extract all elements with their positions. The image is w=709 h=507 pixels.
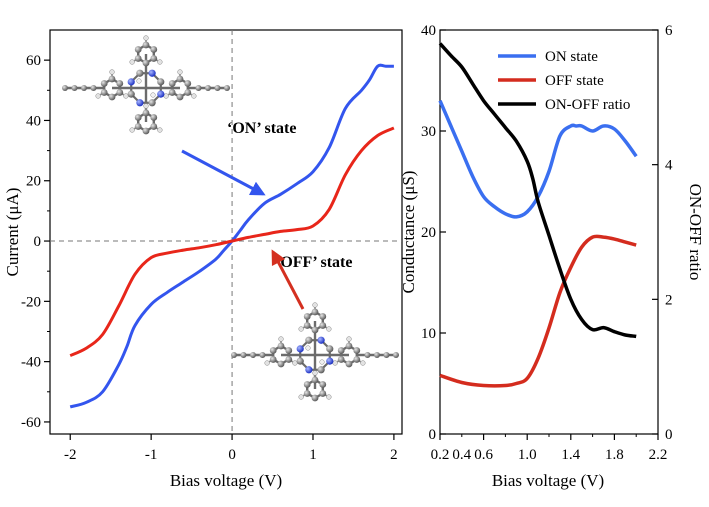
left-y-tick-label: -60 [21, 415, 41, 431]
molecule-atoms [231, 302, 399, 402]
left-y-tick-label: 40 [26, 113, 41, 129]
right-y-axis-title-left: Conductance (μS) [399, 171, 418, 294]
left-y-tick-label: 60 [26, 53, 41, 69]
off-state-annotation: ‘OFF’ state [275, 254, 352, 271]
molecule-on-state [62, 35, 230, 135]
left-y-tick-label: -40 [21, 355, 41, 371]
left-x-tick-label: 2 [390, 447, 398, 463]
right-left-y-tick-label: 20 [421, 225, 436, 241]
right-left-y-tick-label: 30 [421, 124, 436, 140]
series-line-on-off-ratio [438, 42, 637, 339]
right-left-y-tick-label: 0 [429, 427, 437, 443]
left-x-tick-label: -2 [64, 447, 77, 463]
left-plot-frame [49, 29, 403, 435]
off-state-arrow [271, 249, 305, 310]
left-x-tick-label: -1 [145, 447, 158, 463]
right-x-tick-label: 1.0 [518, 447, 537, 463]
right-x-tick-label: 0.6 [474, 447, 493, 463]
right-left-y-tick-label: 10 [421, 326, 436, 342]
molecule-off-state [231, 302, 399, 402]
right-series-lines [438, 42, 638, 388]
right-x-tick-label: 0.2 [431, 447, 450, 463]
right-right-y-tick-label: 0 [665, 427, 673, 443]
conductance-ratio-chart: 0.2 0.6 1.0 1.4 1.8 2.2 0.4 0 10 20 30 40 0 2 4 6 ON st… [399, 23, 705, 490]
left-y-tick-label: -20 [21, 294, 41, 310]
right-left-y-tick-label: 40 [421, 23, 436, 39]
legend-label-ratio: ON-OFF ratio [545, 97, 630, 113]
molecule-atoms [62, 35, 230, 135]
right-right-y-tick-label: 6 [665, 23, 673, 39]
right-x-tick-label: 2.2 [649, 447, 668, 463]
legend-label-on: ON state [545, 49, 598, 65]
legend-label-off: OFF state [545, 73, 604, 89]
left-x-axis-title: Bias voltage (V) [170, 471, 282, 490]
series-line-off-state [69, 126, 395, 357]
series-line-on-state [438, 100, 638, 219]
left-series-lines [69, 63, 395, 409]
molecule-bonds [233, 305, 397, 400]
left-x-tick-label: 0 [228, 447, 236, 463]
left-y-tick-label: 20 [26, 174, 41, 190]
on-state-arrow [181, 149, 266, 196]
left-x-tick-label: 1 [309, 447, 317, 463]
right-x-axis-title: Bias voltage (V) [492, 471, 604, 490]
molecule-bonds [64, 38, 228, 133]
right-right-y-tick-label: 2 [665, 292, 673, 308]
right-y-axis-title-right: ON-OFF ratio [686, 184, 705, 281]
legend: ON state OFF state ON-OFF ratio [498, 49, 630, 113]
right-axes-ticks: 0.2 0.6 1.0 1.4 1.8 2.2 0.4 0 10 20 30 40 0 2 4 6 [421, 23, 673, 463]
series-line-off-state [439, 234, 637, 388]
left-axes-ticks: -2 -1 0 1 2 -60 -40 -20 0 20 40 60 [21, 53, 398, 463]
right-x-minor-tick-label: 0.4 [452, 447, 471, 463]
right-right-y-tick-label: 4 [665, 158, 673, 174]
right-x-tick-label: 1.4 [561, 447, 580, 463]
left-y-tick-label: 0 [34, 234, 42, 250]
series-line-on-state [69, 63, 394, 409]
left-y-axis-title: Current (μA) [3, 188, 22, 277]
right-x-tick-label: 1.8 [605, 447, 624, 463]
on-state-annotation: ‘ON’ state [227, 120, 296, 137]
current-vs-bias-chart: -2 -1 0 1 2 -60 -40 -20 0 20 40 60 ‘ON’ state ‘OFF’… [3, 29, 403, 490]
